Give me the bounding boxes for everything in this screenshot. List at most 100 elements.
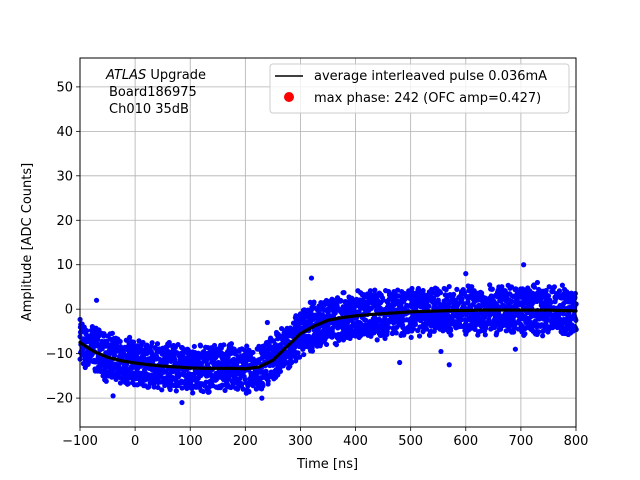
x-tick-label: −100 xyxy=(62,434,98,449)
sample-point xyxy=(220,382,226,388)
x-tick-label: 700 xyxy=(508,434,533,449)
sample-point xyxy=(410,326,417,332)
sample-point xyxy=(451,291,457,298)
y-tick-label: −20 xyxy=(46,392,73,407)
atlas-annotation: ATLAS Upgrade Board186975 Ch010 35dB xyxy=(105,68,206,117)
scatter-points xyxy=(77,262,579,406)
sample-point xyxy=(140,339,146,346)
legend-marker-swatch xyxy=(284,92,294,102)
sample-point xyxy=(159,387,165,393)
sample-point xyxy=(103,378,109,384)
sample-point xyxy=(244,343,250,349)
sample-point xyxy=(330,325,336,331)
sample-point-outlier xyxy=(110,393,116,399)
sample-point xyxy=(372,287,378,293)
sample-point xyxy=(265,381,271,387)
sample-point xyxy=(416,333,423,339)
sample-point xyxy=(548,299,554,305)
sample-point-outlier xyxy=(534,279,541,286)
y-tick-label: 20 xyxy=(56,214,73,229)
sample-point xyxy=(545,293,552,299)
sample-point xyxy=(531,284,538,290)
x-tick-label: 600 xyxy=(453,434,478,449)
sample-point xyxy=(260,383,266,389)
sample-point xyxy=(250,349,256,356)
annotation-board: Board186975 xyxy=(109,85,197,100)
sample-point xyxy=(109,330,115,336)
sample-point xyxy=(408,334,414,341)
sample-point xyxy=(125,380,132,387)
sample-point xyxy=(230,381,236,387)
sample-point xyxy=(279,325,285,332)
sample-point-outlier xyxy=(521,262,527,268)
annotation-line-1: ATLAS Upgrade xyxy=(105,68,206,83)
annotation-channel: Ch010 35dB xyxy=(109,102,189,117)
sample-point xyxy=(323,341,330,348)
sample-point xyxy=(289,359,295,366)
sample-point xyxy=(540,333,546,339)
sample-point xyxy=(130,339,137,345)
sample-point xyxy=(197,343,204,349)
sample-point xyxy=(512,320,518,326)
sample-point xyxy=(454,286,460,292)
plot-frame xyxy=(79,57,577,428)
sample-point xyxy=(99,346,105,352)
sample-point xyxy=(393,330,399,336)
sample-point xyxy=(201,348,207,355)
sample-point-outlier xyxy=(463,271,469,277)
x-tick-label: 200 xyxy=(233,434,258,449)
sample-point xyxy=(176,370,182,377)
sample-point xyxy=(309,348,316,354)
sample-point-outlier xyxy=(179,399,185,406)
x-tick-label: 800 xyxy=(564,434,589,449)
sample-point xyxy=(543,287,549,294)
sample-point xyxy=(341,289,347,296)
sample-point xyxy=(556,288,563,294)
sample-point xyxy=(446,283,452,290)
sample-point xyxy=(175,342,181,348)
sample-point xyxy=(84,328,90,334)
sample-point xyxy=(179,385,185,391)
x-tick-label: 400 xyxy=(343,434,368,449)
sample-point xyxy=(225,354,231,360)
sample-point xyxy=(228,341,235,347)
sample-point xyxy=(154,341,161,347)
sample-point xyxy=(113,341,120,347)
sample-point xyxy=(301,351,307,358)
sample-point xyxy=(206,389,212,395)
sample-point xyxy=(265,347,271,353)
x-tick-label: 500 xyxy=(398,434,423,449)
sample-point xyxy=(522,331,528,337)
sample-point-outlier xyxy=(496,284,502,290)
sample-point xyxy=(395,287,401,293)
sample-point-outlier xyxy=(397,359,403,366)
sample-point xyxy=(371,330,377,336)
sample-point xyxy=(200,388,206,395)
average-pulse-line-layer xyxy=(78,308,578,371)
sample-point-outlier xyxy=(308,275,315,281)
sample-point xyxy=(117,338,123,345)
sample-point-outlier xyxy=(93,297,100,303)
sample-point xyxy=(166,339,172,346)
legend-label-max-phase: max phase: 242 (OFC amp=0.427) xyxy=(314,91,541,106)
y-axis-label: Amplitude [ADC Counts] xyxy=(20,163,35,321)
sample-point-outlier xyxy=(438,348,444,355)
sample-point xyxy=(238,381,245,388)
sample-point xyxy=(101,331,107,337)
sample-point xyxy=(151,384,157,390)
y-tick-label: 0 xyxy=(65,303,73,318)
sample-point xyxy=(173,388,179,394)
y-tick-label: 30 xyxy=(56,169,73,184)
sample-point xyxy=(459,297,465,303)
sample-point xyxy=(448,332,454,338)
y-tick-label: −10 xyxy=(46,347,73,362)
sample-point xyxy=(190,390,196,396)
legend: average interleaved pulse 0.036mA max ph… xyxy=(269,63,570,114)
sample-point xyxy=(333,342,340,348)
sample-point xyxy=(221,342,227,348)
sample-point xyxy=(222,387,228,394)
sample-point xyxy=(559,282,565,288)
sample-point-outlier xyxy=(259,395,265,401)
sample-point xyxy=(329,296,335,302)
sample-point-outlier xyxy=(446,362,452,368)
